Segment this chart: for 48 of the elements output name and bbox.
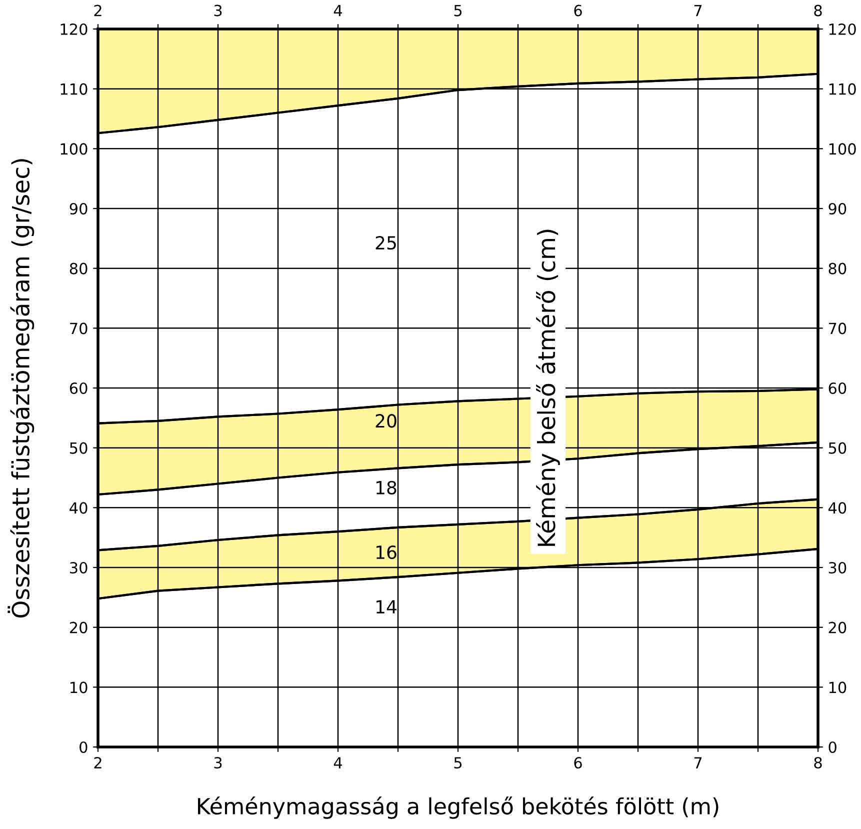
annotation: Kémény belső átmérő (cm) [536, 230, 560, 546]
x2-tick-label: 4 [334, 4, 342, 16]
x-tick-label: 7 [694, 757, 702, 768]
x-axis-title: Kéménymagasság a legfelső bekötés fölött (m) [198, 796, 718, 819]
y-tick-label: 70 [70, 322, 88, 334]
y-tick-label: 20 [70, 622, 88, 634]
y2-tick-label: 80 [828, 262, 846, 274]
annotation: 20 [376, 414, 396, 428]
y-tick-label: 10 [70, 682, 88, 694]
y2-tick-label: 20 [828, 622, 846, 634]
x-tick-label: 3 [214, 756, 222, 769]
y2-tick-label: 30 [828, 562, 846, 574]
y2-tick-label: 0 [828, 741, 836, 754]
x-tick-label: 8 [814, 756, 822, 769]
x-tick-label: 6 [574, 756, 582, 769]
y-tick-label: 120 [60, 23, 88, 36]
x2-tick-label: 2 [94, 4, 102, 16]
y2-tick-label: 50 [828, 442, 846, 454]
y2-tick-label: 120 [829, 23, 856, 36]
y2-tick-label: 100 [829, 143, 856, 155]
y2-tick-label: 60 [828, 382, 846, 394]
y2-tick-label: 110 [829, 83, 856, 95]
y-tick-label: 60 [70, 382, 88, 394]
y2-tick-label: 70 [828, 322, 846, 334]
x2-tick-label: 3 [214, 4, 222, 16]
x-tick-label: 4 [334, 757, 342, 768]
y-tick-label: 40 [70, 502, 88, 514]
x-tick-label: 2 [94, 756, 102, 768]
y-tick-label: 80 [70, 262, 88, 274]
y2-tick-label: 90 [828, 202, 846, 215]
annotation: 18 [376, 480, 396, 494]
y-tick-label: 0 [80, 741, 88, 754]
annotation: 25 [376, 236, 396, 250]
y2-tick-label: 10 [829, 682, 846, 694]
y-tick-label: 110 [60, 83, 88, 95]
y-tick-label: 100 [60, 143, 88, 155]
y-tick-label: 30 [70, 562, 88, 574]
x2-tick-label: 6 [574, 4, 582, 16]
annotation: 16 [376, 545, 396, 560]
x2-tick-label: 7 [694, 4, 702, 16]
y-tick-label: 50 [70, 442, 88, 454]
annotation: 14 [376, 600, 396, 614]
x2-tick-label: 8 [814, 4, 822, 16]
y-tick-label: 90 [70, 202, 88, 215]
x2-tick-label: 5 [454, 4, 462, 16]
y2-tick-label: 40 [828, 502, 846, 514]
y-axis-title: Összesített füstgáztömegáram (gr/sec) [8, 159, 34, 618]
x-tick-label: 5 [454, 757, 462, 769]
